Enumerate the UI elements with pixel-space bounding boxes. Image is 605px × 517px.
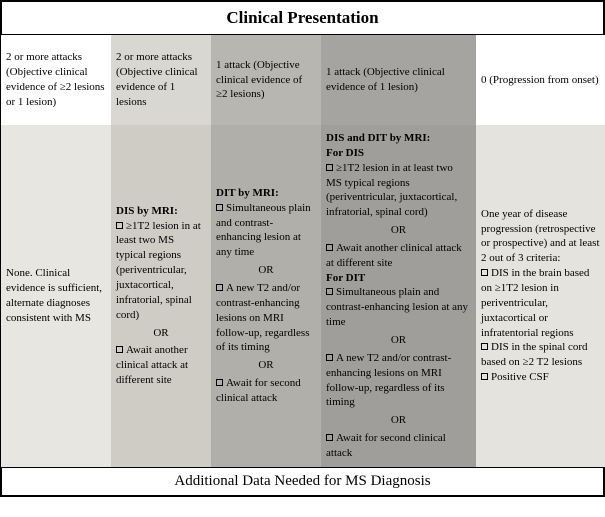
checkbox-icon	[326, 244, 333, 251]
col2-header: 2 or more attacks (Objective clinical ev…	[111, 35, 211, 125]
col4-header: 1 attack (Objective clinical evidence of…	[321, 35, 476, 125]
item: A new T2 and/or contrast-enhancing lesio…	[216, 281, 316, 355]
item: Simultaneous plain and contrast-enhancin…	[216, 201, 316, 260]
text: Simultaneous plain and contrast-enhancin…	[216, 202, 311, 259]
checkbox-icon	[116, 222, 123, 229]
text: 1 attack (Objective clinical evidence of…	[216, 58, 316, 103]
body-row: None. Clinical evidence is sufficient, a…	[1, 125, 604, 467]
dis-dit-title: DIS and DIT by MRI:	[326, 131, 471, 146]
checkbox-icon	[326, 288, 333, 295]
col1-header: 2 or more attacks (Objective clinical ev…	[1, 35, 111, 125]
text: Await for second clinical attack	[216, 377, 301, 404]
checkbox-icon	[481, 343, 488, 350]
text: A new T2 and/or contrast-enhancing lesio…	[326, 352, 451, 409]
item: Await for second clinical attack	[326, 431, 471, 461]
or-label: OR	[326, 330, 471, 351]
clinical-table: Clinical Presentation 2 or more attacks …	[0, 0, 605, 497]
item: A new T2 and/or contrast-enhancing lesio…	[326, 351, 471, 410]
text: Await for second clinical attack	[326, 432, 446, 459]
checkbox-icon	[481, 269, 488, 276]
col1-body: None. Clinical evidence is sufficient, a…	[1, 125, 111, 467]
text: 2 or more attacks (Objective clinical ev…	[116, 50, 206, 109]
or-label: OR	[216, 260, 316, 281]
table-title: Clinical Presentation	[1, 1, 604, 35]
text: ≥1T2 lesion in at least two MS typical r…	[116, 220, 201, 321]
checkbox-icon	[216, 379, 223, 386]
text: DIS in the spinal cord based on ≥2 T2 le…	[481, 341, 588, 368]
text: Simultaneous plain and contrast-enhancin…	[326, 286, 468, 328]
item: Simultaneous plain and contrast-enhancin…	[326, 285, 471, 330]
text: 1 attack (Objective clinical evidence of…	[326, 65, 471, 95]
item: Await another clinical attack at differe…	[326, 241, 471, 271]
dis-title: DIS by MRI:	[116, 204, 206, 219]
text: Await another clinical attack at differe…	[116, 344, 188, 386]
checkbox-icon	[481, 373, 488, 380]
text: ≥1T2 lesion in at least two MS typical r…	[326, 162, 457, 219]
checkbox-icon	[326, 434, 333, 441]
or-label: OR	[116, 323, 206, 344]
text: None. Clinical evidence is sufficient, a…	[6, 266, 106, 325]
checkbox-icon	[116, 346, 123, 353]
col5-body: One year of disease progression (retrosp…	[476, 125, 605, 467]
text: 0 (Progression from onset)	[481, 73, 601, 88]
col3-header: 1 attack (Objective clinical evidence of…	[211, 35, 321, 125]
checkbox-icon	[326, 164, 333, 171]
text: A new T2 and/or contrast-enhancing lesio…	[216, 282, 309, 353]
header-row: 2 or more attacks (Objective clinical ev…	[1, 35, 604, 125]
item: DIS in the brain based on ≥1T2 lesion in…	[481, 266, 601, 340]
table-footer: Additional Data Needed for MS Diagnosis	[1, 467, 604, 496]
checkbox-icon	[216, 284, 223, 291]
item: DIS in the spinal cord based on ≥2 T2 le…	[481, 340, 601, 370]
col4-body: DIS and DIT by MRI: For DIS ≥1T2 lesion …	[321, 125, 476, 467]
intro-text: One year of disease progression (retrosp…	[481, 207, 601, 266]
text: Await another clinical attack at differe…	[326, 242, 462, 269]
col2-body: DIS by MRI: ≥1T2 lesion in at least two …	[111, 125, 211, 467]
col5-header: 0 (Progression from onset)	[476, 35, 605, 125]
checkbox-icon	[326, 354, 333, 361]
checkbox-icon	[216, 204, 223, 211]
item: Await another clinical attack at differe…	[116, 343, 206, 388]
text: Positive CSF	[491, 371, 549, 383]
or-label: OR	[326, 410, 471, 431]
dit-title: DIT by MRI:	[216, 186, 316, 201]
for-dit-label: For DIT	[326, 271, 471, 286]
text: DIS in the brain based on ≥1T2 lesion in…	[481, 267, 589, 338]
text: 2 or more attacks (Objective clinical ev…	[6, 50, 106, 109]
item: Positive CSF	[481, 370, 601, 385]
for-dis-label: For DIS	[326, 146, 471, 161]
or-label: OR	[326, 220, 471, 241]
item: Await for second clinical attack	[216, 376, 316, 406]
or-label: OR	[216, 355, 316, 376]
item: ≥1T2 lesion in at least two MS typical r…	[326, 161, 471, 220]
item: ≥1T2 lesion in at least two MS typical r…	[116, 219, 206, 323]
col3-body: DIT by MRI: Simultaneous plain and contr…	[211, 125, 321, 467]
